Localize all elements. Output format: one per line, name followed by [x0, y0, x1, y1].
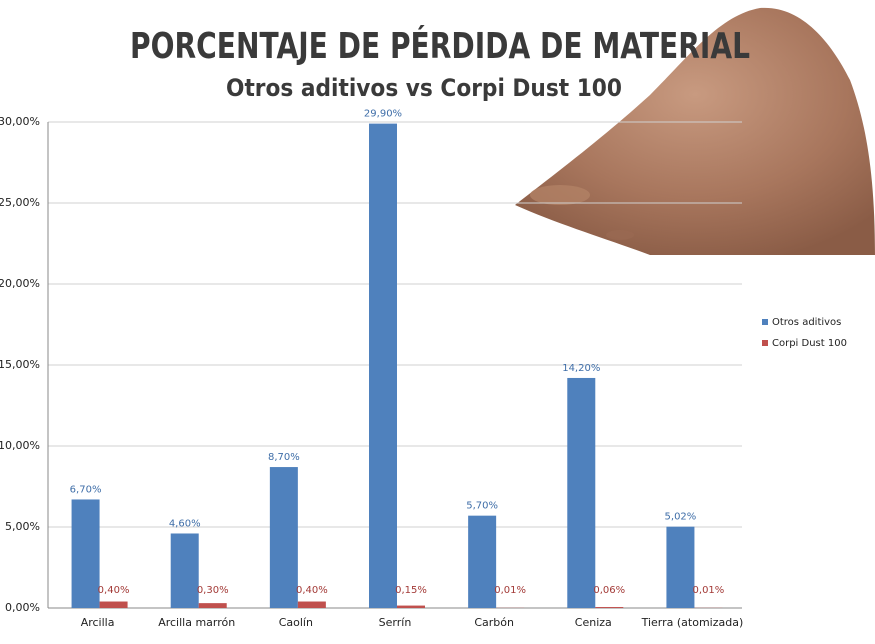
data-label: 0,06% [593, 585, 625, 596]
bar [170, 533, 199, 608]
powder-image [515, 7, 875, 256]
chart-title: PORCENTAJE DE PÉRDIDA DE MATERIAL [130, 25, 750, 67]
x-tick-label: Arcilla marrón [158, 616, 235, 629]
x-tick-label: Tierra (atomizada) [641, 616, 744, 629]
x-tick-label: Ceniza [575, 616, 612, 629]
y-tick-label: 20,00% [0, 277, 40, 290]
data-label: 0,30% [197, 585, 229, 596]
bar [369, 123, 397, 609]
plot-area: 0,00% 5,00% 10,00% 15,00% 20,00% 25,00% 30,00%… [0, 109, 847, 629]
data-label: 0,40% [296, 585, 328, 596]
x-tick-label: Carbón [474, 616, 514, 629]
bar [468, 515, 497, 608]
legend-label: Corpi Dust 100 [772, 338, 847, 349]
bar [71, 499, 100, 608]
chart-subtitle: Otros aditivos vs Corpi Dust 100 [226, 74, 622, 102]
bar [269, 467, 298, 608]
data-label: 5,70% [466, 501, 498, 512]
x-tick-label: Arcilla [81, 616, 115, 629]
y-tick-label: 5,00% [5, 520, 40, 533]
x-tick-label: Caolín [279, 616, 313, 629]
bar [567, 377, 596, 608]
data-label: 6,70% [70, 484, 102, 495]
legend-label: Otros aditivos [772, 317, 841, 328]
bar [666, 526, 695, 608]
bar [297, 601, 326, 608]
y-tick-label: 15,00% [0, 358, 40, 371]
bar [198, 603, 227, 608]
data-label: 14,20% [562, 363, 600, 374]
y-tick-label: 25,00% [0, 196, 40, 209]
bar [397, 605, 425, 608]
data-label: 0,15% [395, 585, 427, 596]
data-label: 8,70% [268, 452, 300, 463]
legend-swatch [762, 340, 768, 346]
data-label: 4,60% [169, 518, 201, 529]
data-label: 0,40% [98, 585, 130, 596]
data-label: 0,01% [494, 585, 526, 596]
x-tick-label: Serrín [379, 616, 412, 629]
y-tick-label: 30,00% [0, 115, 40, 128]
bar [595, 607, 624, 608]
bar [99, 601, 128, 608]
legend-swatch [762, 319, 768, 325]
y-tick-label: 0,00% [5, 601, 40, 614]
data-label: 29,90% [364, 109, 402, 120]
data-label: 5,02% [665, 512, 697, 523]
data-label: 0,01% [693, 585, 725, 596]
y-tick-label: 10,00% [0, 439, 40, 452]
